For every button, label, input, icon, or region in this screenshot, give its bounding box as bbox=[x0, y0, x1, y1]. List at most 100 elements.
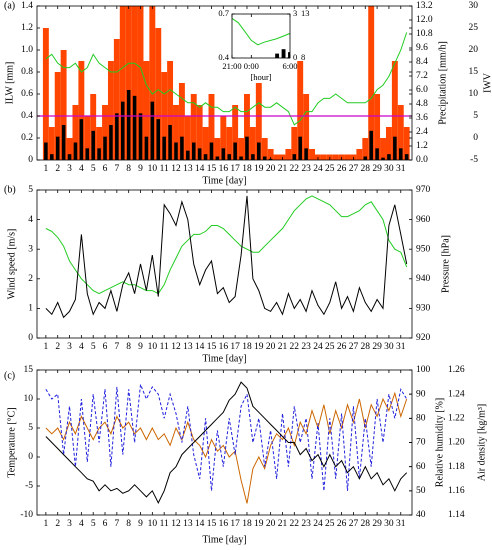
bar bbox=[173, 105, 179, 160]
plot-area bbox=[45, 195, 408, 319]
y-tick-label: 5 bbox=[28, 185, 33, 195]
bar bbox=[61, 125, 66, 160]
bar bbox=[162, 136, 166, 160]
bar bbox=[197, 148, 202, 160]
y3-tick-label: -5 bbox=[470, 155, 478, 165]
y3-tick-label: 1.20 bbox=[448, 438, 465, 448]
bar bbox=[226, 127, 233, 160]
x-tick-label: 0:00 bbox=[244, 61, 259, 71]
bar bbox=[374, 94, 381, 160]
x-tick-label: 26 bbox=[337, 164, 347, 174]
y2-tick-label: 960 bbox=[416, 215, 431, 225]
y3-tick-label: 20 bbox=[469, 45, 479, 55]
x-tick-label: 18 bbox=[242, 519, 252, 529]
bar bbox=[344, 154, 351, 160]
bar bbox=[245, 136, 249, 160]
bar bbox=[255, 83, 262, 160]
bar bbox=[398, 148, 403, 160]
x-tick-label: 16 bbox=[219, 519, 229, 529]
x-tick-label: 1 bbox=[43, 519, 48, 529]
y-tick-label: 0.7 bbox=[218, 8, 229, 18]
y2-tick-label: 40 bbox=[416, 510, 426, 520]
x-tick-label: 5 bbox=[91, 519, 96, 529]
bar bbox=[208, 94, 215, 160]
bar bbox=[44, 142, 48, 160]
x-tick-label: 11 bbox=[160, 342, 169, 352]
bar bbox=[262, 156, 267, 160]
x-tick-label: 24 bbox=[313, 342, 323, 352]
y-tick-label: 1.2 bbox=[21, 23, 33, 33]
y2-tick-label: 7.2 bbox=[416, 71, 428, 81]
bar bbox=[79, 119, 84, 160]
x-tick-label: 12 bbox=[171, 342, 181, 352]
x-tick-label: 10 bbox=[148, 342, 158, 352]
bar bbox=[90, 94, 97, 160]
y2-axis-title: Pressure [hPa] bbox=[440, 235, 451, 293]
x-tick-label: 22 bbox=[290, 164, 300, 174]
x-tick-label: 10 bbox=[148, 519, 158, 529]
bar bbox=[356, 149, 363, 160]
y-tick-label: 0.6 bbox=[21, 89, 33, 99]
y3-tick-label: 1.18 bbox=[448, 462, 465, 472]
x-tick-label: 11 bbox=[160, 164, 169, 174]
y3-tick-label: 13 bbox=[301, 8, 310, 18]
y2-tick-label: 4.8 bbox=[416, 99, 428, 109]
y-tick-label: -10 bbox=[20, 510, 33, 520]
x-tick-label: 23 bbox=[301, 164, 311, 174]
bar bbox=[214, 138, 221, 160]
y2-tick-label: 940 bbox=[416, 274, 431, 284]
y-tick-label: 1.0 bbox=[21, 45, 33, 55]
line-series bbox=[45, 391, 408, 504]
plot-frame bbox=[36, 5, 413, 161]
bar bbox=[97, 148, 101, 160]
x-tick-label: 18 bbox=[242, 342, 252, 352]
y-axis-title: Temperature [°C] bbox=[6, 407, 17, 477]
x-tick-label: 10 bbox=[148, 164, 158, 174]
y3-axis-title: IWV bbox=[482, 72, 492, 93]
plot-area bbox=[232, 17, 290, 58]
bar bbox=[281, 49, 286, 58]
y3-tick-label: 1.26 bbox=[448, 365, 465, 375]
y2-tick-label: 8.4 bbox=[416, 57, 428, 67]
y2-tick-label: 3.6 bbox=[416, 113, 428, 123]
bar bbox=[288, 52, 290, 58]
y-axis-title: ILW [mm] bbox=[4, 62, 15, 105]
bar bbox=[227, 154, 232, 160]
bar bbox=[149, 6, 156, 160]
bar bbox=[369, 130, 373, 160]
bar bbox=[131, 6, 138, 160]
x-tick-label: 1 bbox=[43, 164, 48, 174]
bar bbox=[298, 136, 302, 160]
y3-tick-label: 1.16 bbox=[448, 486, 465, 496]
x-tick-label: 20 bbox=[266, 342, 276, 352]
bar bbox=[84, 116, 91, 160]
y2-tick-label: 13.2 bbox=[416, 1, 433, 11]
x-tick-label: 2 bbox=[55, 519, 60, 529]
x-axis-title: Time [day] bbox=[202, 353, 246, 364]
x-tick-label: 5 bbox=[91, 342, 96, 352]
x-tick-label: 4 bbox=[79, 519, 84, 529]
bar bbox=[404, 154, 409, 160]
bar bbox=[73, 142, 78, 160]
bar bbox=[403, 127, 410, 160]
bar bbox=[184, 116, 191, 160]
bar bbox=[119, 6, 126, 160]
y2-tick-label: 70 bbox=[416, 438, 426, 448]
bar bbox=[249, 127, 256, 160]
bar bbox=[78, 61, 85, 160]
bar bbox=[391, 61, 398, 160]
y-tick-label: 4 bbox=[28, 215, 33, 225]
y-tick-label: 0 bbox=[28, 155, 33, 165]
panel-label: (b) bbox=[4, 184, 16, 195]
y2-tick-label: 2.4 bbox=[416, 127, 428, 137]
y-tick-label: 1.4 bbox=[21, 1, 33, 11]
y2-tick-label: 60 bbox=[416, 462, 426, 472]
y2-tick-label: 0 bbox=[293, 52, 297, 62]
bar bbox=[209, 142, 214, 160]
y3-tick-label: 5 bbox=[473, 111, 478, 121]
bar bbox=[42, 28, 49, 160]
bar bbox=[251, 154, 255, 160]
x-tick-label: 4 bbox=[79, 342, 84, 352]
x-tick-label: 17 bbox=[230, 342, 240, 352]
